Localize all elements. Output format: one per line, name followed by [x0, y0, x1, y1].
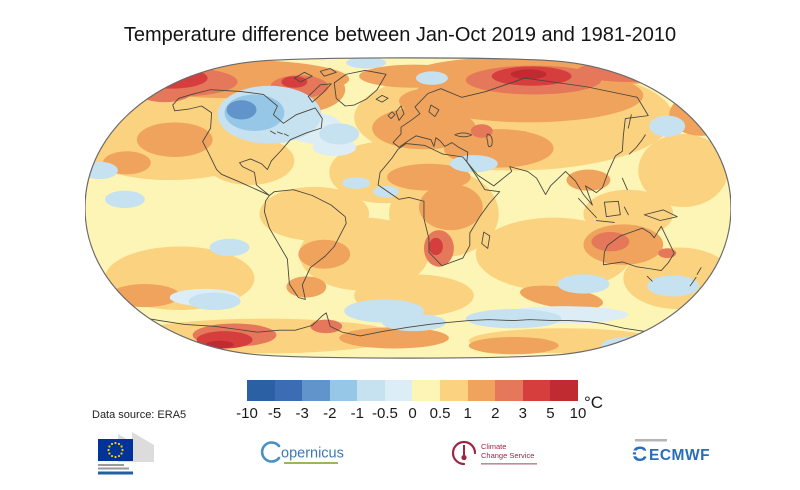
colorbar-tick: -10 — [236, 405, 258, 422]
colorbar — [247, 380, 578, 401]
colorbar-segment — [329, 380, 358, 401]
colorbar-tick: 5 — [546, 405, 555, 422]
chart-title: Temperature difference between Jan-Oct 2… — [123, 24, 677, 46]
coast-africa — [377, 143, 501, 267]
copernicus-c-icon — [260, 441, 281, 463]
colorbar-tick: 3 — [518, 405, 527, 422]
climate-change-service-logo: Climate Change Service — [450, 437, 565, 471]
ec-blue-bar — [98, 471, 133, 475]
colorbar-segment — [357, 380, 385, 401]
coast-baltic-sea — [428, 104, 440, 118]
copernicus-wordmark: opernicus — [281, 446, 344, 462]
colorbar-segment — [495, 380, 523, 401]
european-commission-logo — [96, 432, 154, 476]
ecmwf-implemented-by-bar — [635, 439, 667, 442]
colorbar-segment — [302, 380, 330, 401]
data-source-label: Data source: ERA5 — [92, 409, 187, 421]
colorbar-unit-label: °C — [584, 393, 604, 412]
colorbar-segment — [247, 380, 275, 401]
coast-north-america — [172, 89, 323, 196]
coast-se-asia-islands — [578, 177, 678, 223]
colorbar-tick: -2 — [323, 405, 337, 422]
colorbar-tick: 10 — [569, 405, 587, 422]
coast-new-zealand — [689, 267, 702, 287]
colorbar-segment — [550, 380, 578, 401]
coast-great-lakes — [269, 130, 289, 137]
colorbar-segment — [384, 380, 413, 401]
coast-south-america — [263, 189, 347, 300]
ecmwf-wordmark: ECMWF — [649, 447, 710, 464]
ecmwf-c-icon: C — [632, 443, 647, 466]
colorbar-segment — [522, 380, 551, 401]
eu-flag — [98, 439, 133, 461]
coast-caspian-sea — [486, 133, 493, 148]
world-map-svg — [85, 57, 731, 359]
coastlines — [136, 68, 702, 337]
colorbar-segment — [467, 380, 496, 401]
colorbar-tick: 2 — [491, 405, 500, 422]
c3s-tagline-bar — [481, 463, 537, 465]
eu-flag-stars — [107, 441, 124, 459]
copernicus-tagline-bar — [284, 462, 338, 464]
copernicus-logo: opernicus — [258, 440, 368, 468]
c3s-thermometer-bulb — [461, 454, 467, 461]
coast-australia — [602, 225, 675, 282]
ec-text-line — [98, 464, 124, 466]
coast-arctic-islands — [293, 68, 337, 103]
map-outline — [85, 57, 731, 359]
colorbar-tick-labels: -10 -5 -3 -2 -1 -0.5 0 0.5 1 2 3 5 10 — [236, 405, 586, 423]
coast-greenland — [333, 69, 387, 107]
colorbar-tick: 0.5 — [429, 405, 451, 422]
coast-japan — [627, 114, 646, 155]
coast-british-isles — [387, 105, 405, 121]
c3s-label-line1: Climate — [481, 442, 506, 451]
colorbar-tick: -1 — [350, 405, 364, 422]
colorbar-segment — [440, 380, 468, 401]
colorbar-tick: 0 — [408, 405, 417, 422]
ecmwf-logo: C ECMWF — [632, 438, 737, 466]
coast-madagascar — [481, 231, 491, 249]
ec-text-line — [98, 467, 129, 470]
colorbar-tick: 1 — [463, 405, 472, 422]
colorbar-segment — [412, 380, 441, 401]
c3s-swirl-icon — [451, 440, 477, 466]
coast-eurasia — [392, 77, 649, 206]
colorbar-tick: -3 — [295, 405, 309, 422]
world-map — [85, 55, 731, 361]
c3s-label-line2: Change Service — [481, 451, 534, 460]
colorbar-tick: -0.5 — [371, 405, 398, 422]
colorbar-segment — [274, 380, 303, 401]
coast-antarctica — [136, 312, 662, 337]
coast-black-sea — [454, 132, 473, 138]
colorbar-tick: -5 — [267, 405, 282, 422]
coast-iceland — [375, 94, 389, 103]
